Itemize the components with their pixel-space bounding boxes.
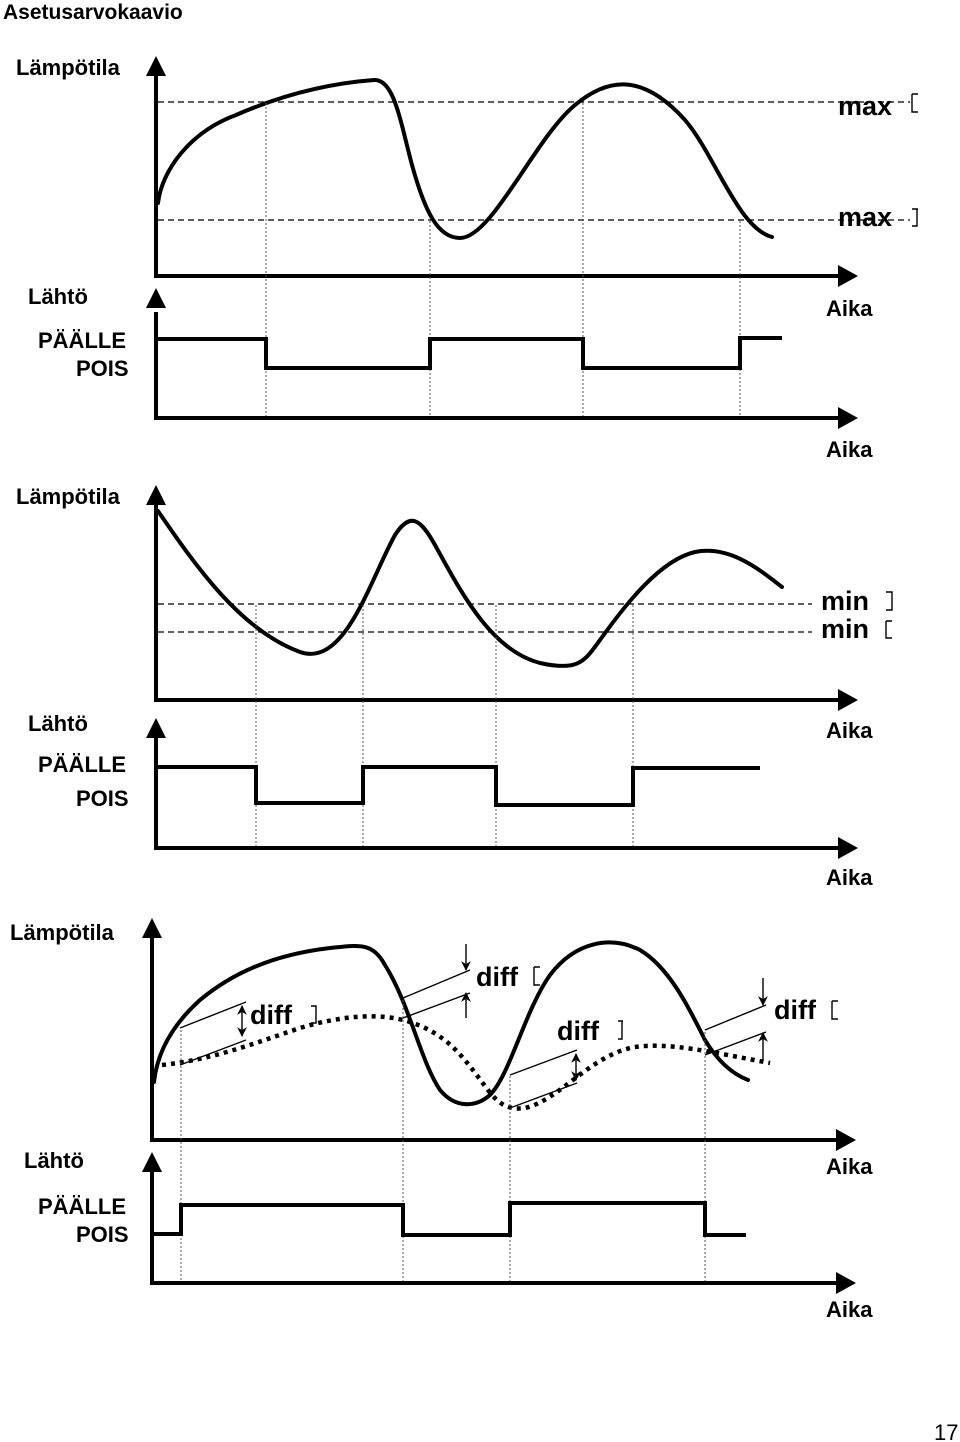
off-label-1: POIS — [76, 356, 129, 381]
temp-axis-arrow-1 — [146, 56, 166, 76]
output-signal-2 — [158, 765, 760, 807]
output-axis-arrow-1 — [146, 288, 166, 308]
threshold-label-lower-1: max — [838, 202, 892, 232]
panel-3: Lämpötila Aika diff diff diff diff — [10, 918, 873, 1322]
temp-axis-1 — [154, 72, 842, 278]
off-label-2: POIS — [76, 786, 129, 811]
temp-label-3: Lämpötila — [10, 920, 115, 945]
falling-edge-icon-3d — [831, 1000, 838, 1020]
temp-label-1: Lämpötila — [16, 55, 121, 80]
output-signal-3 — [154, 1201, 746, 1237]
diff-label-4: diff — [774, 995, 817, 1025]
panel-2: Lämpötila Aika min min Lähtö PÄÄLLE POIS… — [16, 484, 893, 890]
reference-curve-3 — [161, 1014, 771, 1111]
rising-edge-icon-3a — [311, 1005, 317, 1024]
on-label-1: PÄÄLLE — [38, 328, 126, 353]
threshold-label-upper-1: max — [838, 91, 892, 121]
diff-label-3: diff — [557, 1016, 600, 1046]
diff-markers-3 — [179, 944, 768, 1109]
temp-label-2: Lämpötila — [16, 484, 121, 509]
output-axis-arrow-3 — [142, 1152, 162, 1172]
output-time-arrow-3 — [836, 1272, 856, 1294]
output-axis-1 — [154, 312, 842, 420]
falling-edge-icon-2 — [885, 620, 892, 639]
diff-label-1: diff — [250, 1000, 293, 1030]
rising-edge-icon-1 — [912, 208, 918, 227]
panel-1: Lämpötila Aika max max Lähtö PÄÄLLE POIS… — [16, 55, 918, 462]
threshold-label-upper-2: min — [821, 586, 869, 616]
temperature-curve-1 — [156, 77, 774, 240]
off-label-3: POIS — [76, 1222, 129, 1247]
output-axis-2 — [154, 738, 842, 850]
temp-axis-3 — [150, 938, 840, 1142]
time-label-output-1: Aika — [826, 437, 873, 462]
diff-label-2: diff — [476, 962, 519, 992]
falling-edge-icon-3b — [533, 966, 540, 986]
time-label-output-3: Aika — [826, 1297, 873, 1322]
switch-guides-3 — [180, 1000, 706, 1283]
output-axis-arrow-2 — [146, 718, 166, 738]
on-label-2: PÄÄLLE — [38, 752, 126, 777]
temp-axis-arrow-3 — [142, 918, 162, 938]
time-label-temp-2: Aika — [826, 718, 873, 743]
output-time-arrow-2 — [838, 837, 858, 859]
diagram-title: Asetusarvokaavio — [3, 1, 183, 24]
switch-guides-1 — [265, 103, 741, 418]
output-label-3: Lähtö — [24, 1148, 84, 1173]
switch-guides-2 — [255, 605, 634, 848]
time-label-temp-1: Aika — [826, 296, 873, 321]
temp-axis-2 — [154, 505, 842, 702]
time-axis-arrow-2 — [838, 689, 858, 711]
on-label-3: PÄÄLLE — [38, 1194, 126, 1219]
time-label-output-2: Aika — [826, 865, 873, 890]
rising-edge-icon-3c — [618, 1020, 623, 1040]
time-axis-arrow-3 — [836, 1129, 856, 1151]
temp-axis-arrow-2 — [146, 485, 166, 505]
threshold-label-lower-2: min — [821, 614, 869, 644]
rising-edge-icon-2 — [886, 591, 893, 611]
falling-edge-icon-1 — [911, 93, 918, 113]
time-label-temp-3: Aika — [826, 1154, 873, 1179]
output-label-2: Lähtö — [28, 711, 88, 736]
output-axis-3 — [150, 1172, 840, 1285]
output-signal-1 — [158, 336, 782, 370]
time-axis-arrow-1 — [838, 265, 858, 287]
temperature-curve-3 — [152, 940, 750, 1107]
output-label-1: Lähtö — [28, 284, 88, 309]
temperature-curve-2 — [156, 509, 784, 669]
page-number: 17 — [934, 1420, 958, 1442]
output-time-arrow-1 — [838, 407, 858, 429]
